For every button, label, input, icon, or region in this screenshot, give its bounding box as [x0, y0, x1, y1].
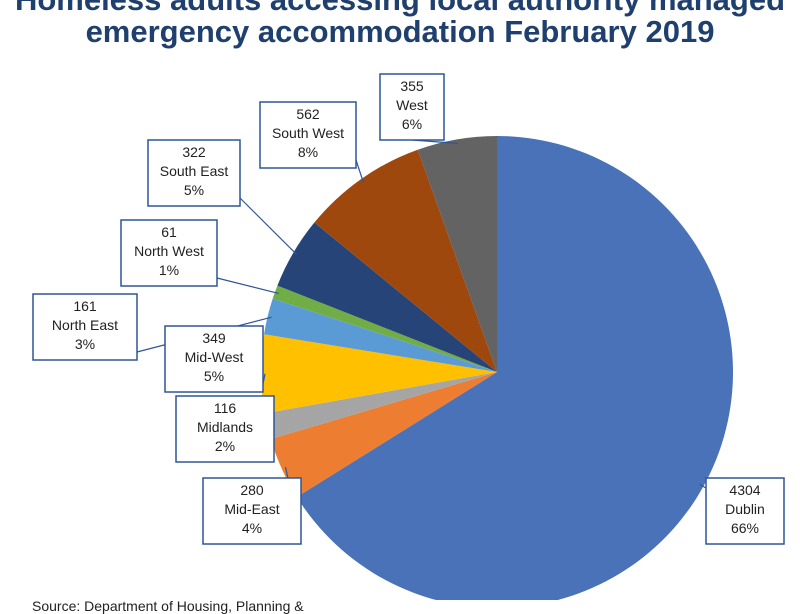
- data-label-value: 61: [161, 224, 177, 240]
- data-label-name: Midlands: [197, 419, 253, 435]
- data-label-value: 4304: [729, 482, 760, 498]
- data-label: 355 West 6%: [379, 73, 445, 141]
- data-labels: 4304 Dublin 66% 280 Mid-East 4% 116 Midlands 2% 3…: [32, 73, 785, 545]
- data-label-box: [147, 139, 241, 207]
- data-label-percent: 8%: [298, 144, 318, 160]
- data-label-percent: 66%: [731, 520, 759, 536]
- chart-title-line-2: emergency accommodation February 2019: [85, 14, 715, 49]
- data-label-box: [202, 477, 302, 545]
- data-label: 4304 Dublin 66%: [705, 477, 785, 545]
- data-label: 562 South West 8%: [259, 101, 357, 169]
- pie-chart: 4304 Dublin 66% 280 Mid-East 4% 116 Midlands 2% 3…: [32, 73, 785, 600]
- data-label-name: North East: [52, 317, 118, 333]
- chart-title-line-1: Homeless adults accessing local authorit…: [0, 0, 800, 18]
- data-label: 61 North West 1%: [120, 219, 218, 287]
- data-label-percent: 5%: [184, 182, 204, 198]
- leader-line: [239, 197, 298, 256]
- data-label-box: [164, 325, 264, 393]
- leader-line: [699, 483, 707, 489]
- leader-line: [355, 159, 364, 183]
- data-label-name: Dublin: [725, 501, 765, 517]
- data-label-box: [259, 101, 357, 169]
- data-label-percent: 6%: [402, 116, 422, 132]
- data-label-value: 355: [400, 78, 424, 94]
- data-label-name: Mid-East: [224, 501, 279, 517]
- data-label-percent: 2%: [215, 438, 235, 454]
- data-label-value: 562: [296, 106, 320, 122]
- pie-slice-mid-east: [270, 372, 497, 498]
- data-label-name: South East: [160, 163, 229, 179]
- data-label-name: Mid-West: [185, 349, 244, 365]
- pie-slice-south-west: [314, 149, 497, 372]
- pie-slice-north-east: [264, 298, 497, 372]
- data-label-percent: 4%: [242, 520, 262, 536]
- data-label-box: [120, 219, 218, 287]
- data-label-box: [32, 293, 138, 361]
- data-label-percent: 1%: [159, 262, 179, 278]
- data-label-value: 280: [240, 482, 264, 498]
- data-label-percent: 5%: [204, 368, 224, 384]
- pie-slice-west: [417, 136, 497, 372]
- data-label-value: 349: [202, 330, 226, 346]
- data-label-name: West: [396, 97, 428, 113]
- leader-line: [216, 277, 279, 295]
- data-label-name: South West: [272, 125, 344, 141]
- pie-slice-mid-west: [261, 334, 497, 414]
- data-label: 280 Mid-East 4%: [202, 477, 302, 545]
- data-label: 349 Mid-West 5%: [164, 325, 264, 393]
- data-label-value: 161: [73, 298, 97, 314]
- data-label-box: [379, 73, 445, 141]
- data-label-name: North West: [134, 243, 204, 259]
- pie-slice-midlands: [264, 372, 497, 440]
- source-note: Source: Department of Housing, Planning …: [32, 598, 304, 614]
- data-label-percent: 3%: [75, 336, 95, 352]
- data-label: 161 North East 3%: [32, 293, 138, 361]
- data-label: 322 South East 5%: [147, 139, 241, 207]
- data-label-value: 322: [182, 144, 206, 160]
- pie-slice-north-west: [272, 285, 497, 372]
- data-label: 116 Midlands 2%: [175, 395, 275, 463]
- pie-slice-south-east: [277, 222, 497, 372]
- data-label-value: 116: [214, 400, 237, 416]
- pie-slice-dublin: [296, 136, 733, 600]
- data-label-box: [175, 395, 275, 463]
- pie-slices: [261, 136, 733, 600]
- data-label-box: [705, 477, 785, 545]
